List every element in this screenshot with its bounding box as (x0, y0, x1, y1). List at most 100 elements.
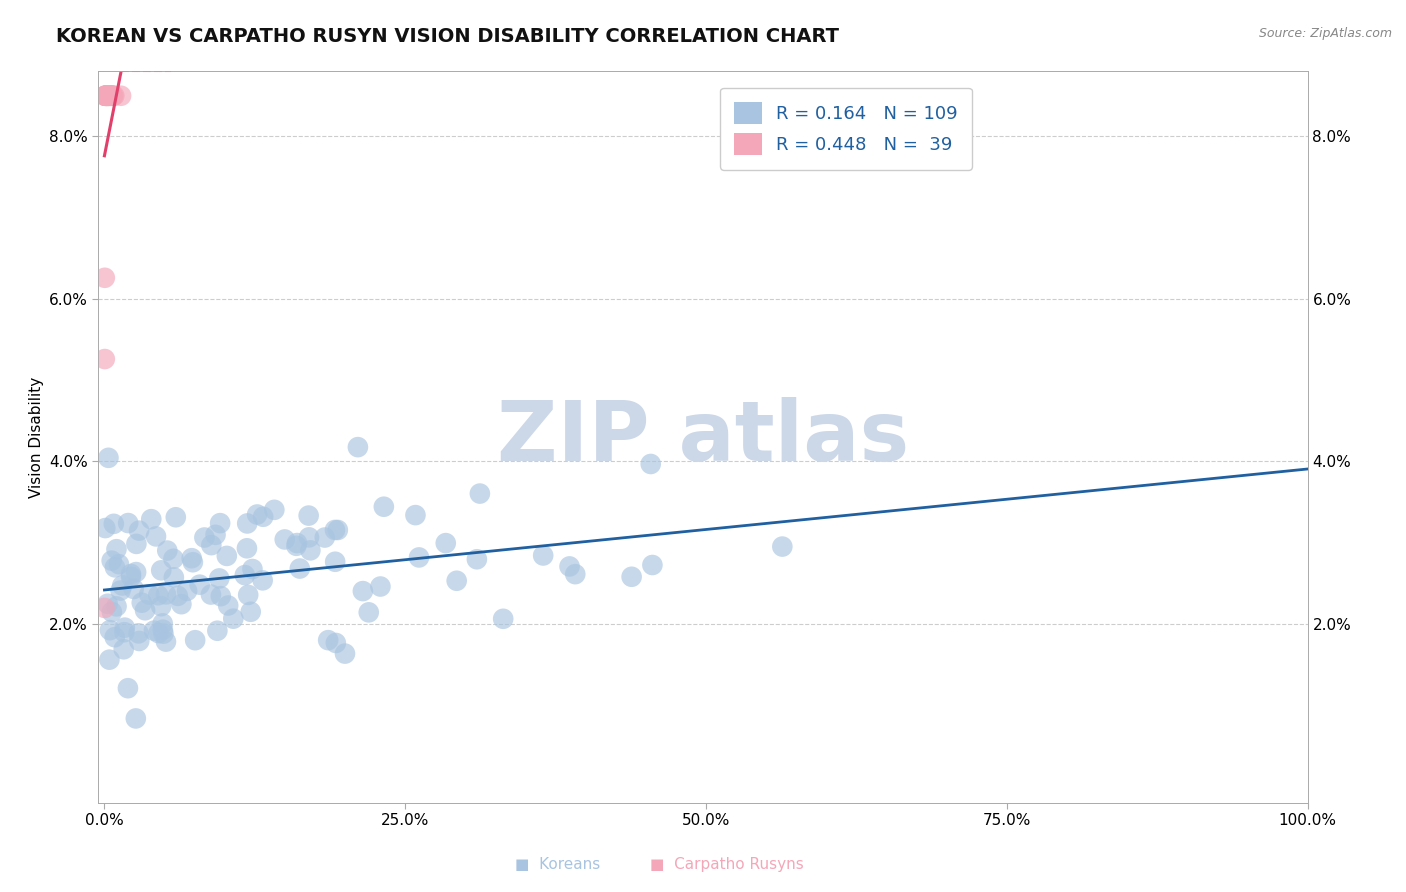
Point (252, 509, 274, 524)
Point (128, 626, 150, 640)
Point (96, 88, 118, 103)
Point (333, 647, 356, 661)
Point (97, 88, 120, 103)
Point (94, 88, 117, 103)
Point (100, 88, 122, 103)
Point (100, 88, 122, 103)
Point (347, 440, 370, 454)
Point (155, 587, 177, 601)
Point (408, 550, 430, 565)
Point (97, 450, 120, 465)
Point (640, 457, 662, 471)
Point (299, 543, 322, 558)
Point (163, 570, 186, 584)
Point (325, 636, 347, 650)
Point (145, 529, 167, 543)
Point (148, 626, 170, 640)
Point (166, 589, 188, 603)
Point (176, 583, 198, 598)
Point (94, 88, 117, 103)
Y-axis label: Vision Disability: Vision Disability (28, 376, 44, 498)
Point (120, 567, 142, 582)
Point (150, 599, 173, 614)
Point (558, 559, 581, 574)
Point (323, 555, 346, 569)
Point (465, 552, 488, 566)
Point (236, 541, 259, 556)
Point (217, 599, 239, 613)
Point (93, 601, 115, 615)
Point (98, 88, 121, 103)
Point (152, 616, 174, 631)
Point (242, 562, 264, 576)
Point (112, 625, 135, 640)
Point (120, 570, 142, 584)
Point (128, 634, 150, 648)
Point (103, 88, 125, 103)
Point (97, 88, 120, 103)
Point (170, 597, 193, 611)
Point (125, 711, 148, 725)
Point (152, 626, 174, 640)
Point (111, 578, 134, 592)
Text: Source: ZipAtlas.com: Source: ZipAtlas.com (1258, 27, 1392, 40)
Point (94, 352, 117, 367)
Point (207, 624, 229, 638)
Point (122, 582, 145, 596)
Point (288, 561, 311, 575)
Point (96, 88, 118, 103)
Point (152, 623, 174, 637)
Point (100, 554, 122, 568)
Point (103, 516, 125, 531)
Point (103, 88, 125, 103)
Text: ■  Koreans: ■ Koreans (515, 856, 600, 871)
Point (94, 88, 117, 103)
Point (94, 88, 117, 103)
Point (98, 88, 121, 103)
Point (446, 574, 468, 588)
Point (238, 588, 260, 602)
Point (285, 539, 308, 553)
Point (252, 574, 274, 588)
Point (97, 597, 120, 611)
Point (233, 568, 256, 582)
Point (96, 88, 118, 103)
Point (97, 88, 120, 103)
Point (770, 540, 793, 554)
Point (97, 88, 120, 103)
Point (138, 588, 160, 602)
Point (94, 521, 117, 535)
Point (326, 523, 349, 537)
Point (314, 531, 336, 545)
Point (156, 543, 179, 558)
Point (370, 580, 392, 594)
Point (263, 503, 285, 517)
Point (200, 538, 222, 552)
Point (97, 88, 120, 103)
Point (155, 634, 177, 648)
Point (298, 508, 321, 523)
Point (184, 633, 207, 648)
Point (104, 560, 127, 574)
Point (96, 88, 118, 103)
Point (357, 605, 380, 619)
Point (104, 630, 127, 644)
Point (246, 508, 269, 522)
Point (125, 537, 148, 551)
Point (208, 571, 231, 585)
Point (128, 524, 150, 538)
Point (200, 588, 222, 602)
Point (110, 583, 132, 598)
Point (285, 536, 308, 550)
Point (96, 88, 118, 103)
Point (134, 603, 156, 617)
Point (222, 612, 245, 626)
Point (274, 533, 297, 547)
Point (98, 653, 121, 667)
Point (165, 510, 187, 524)
Point (94, 88, 117, 103)
Point (97, 88, 120, 103)
Point (492, 612, 515, 626)
Point (468, 486, 491, 500)
Point (125, 565, 148, 579)
